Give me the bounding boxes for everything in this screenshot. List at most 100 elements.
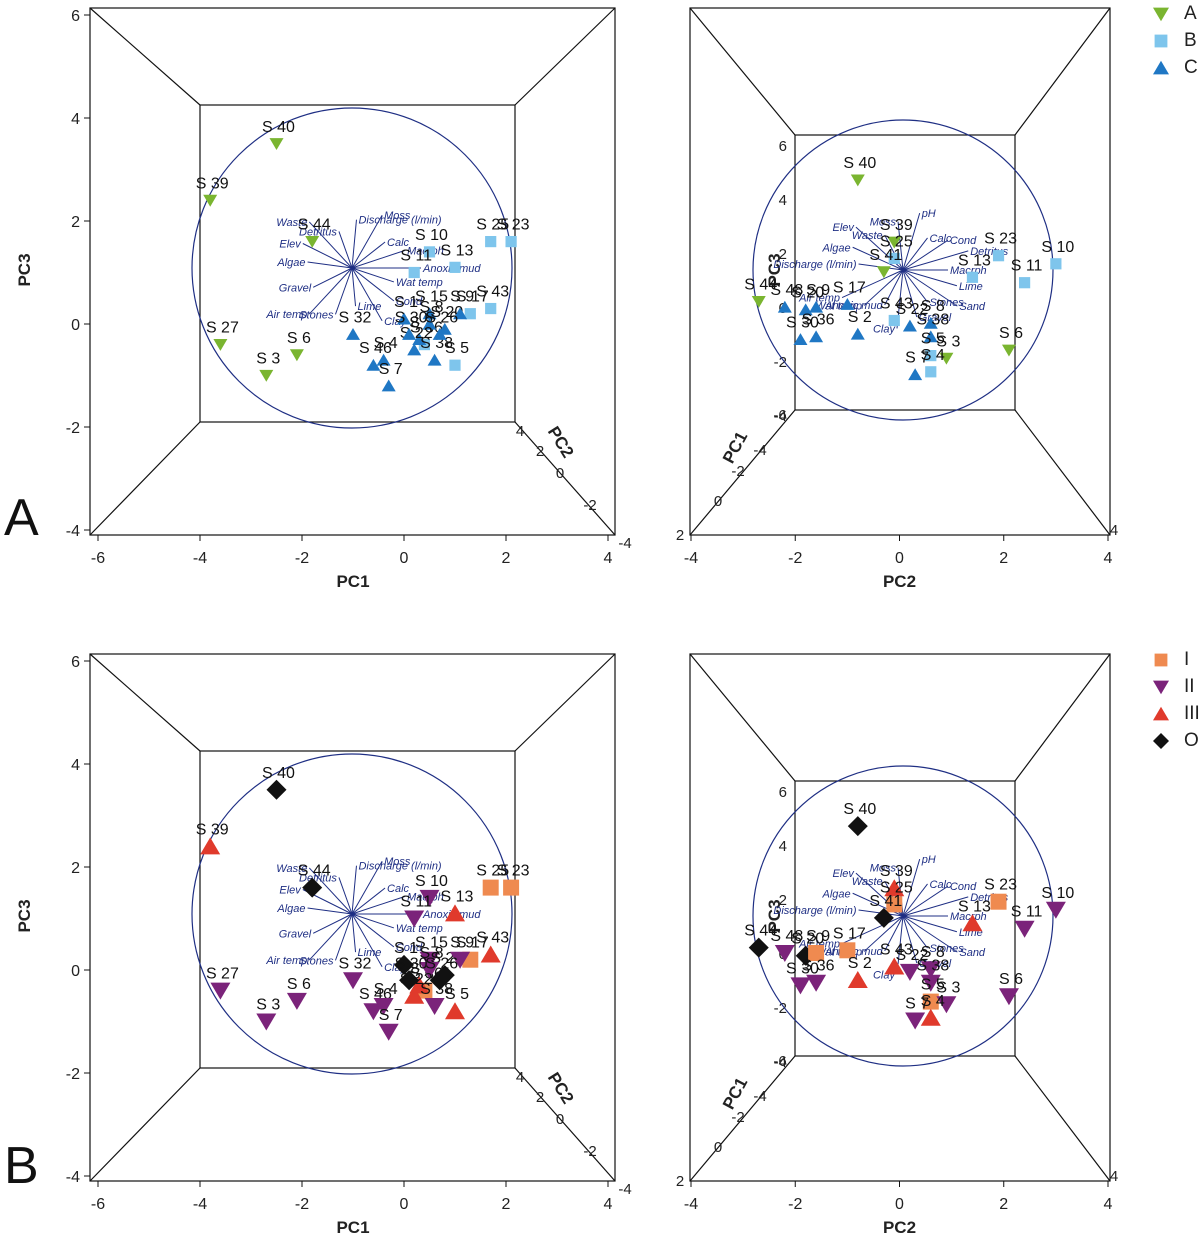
- loading-vector: [902, 915, 928, 949]
- point-label: S 17: [456, 289, 489, 306]
- point-label: S 13: [441, 888, 474, 905]
- depth-tick-label: 2: [676, 527, 684, 544]
- data-point: [286, 992, 307, 1010]
- x-tick-label: -2: [295, 1196, 309, 1213]
- data-point: [939, 352, 954, 365]
- point-label: S 17: [833, 279, 866, 296]
- point-label: S 7: [379, 361, 403, 378]
- data-point: [485, 302, 497, 315]
- point-label: S 43: [880, 942, 913, 959]
- point-label: S 30: [786, 314, 819, 331]
- loading-vector: [863, 915, 904, 952]
- x-tick-label: 2: [999, 1196, 1008, 1213]
- x-tick-label: 2: [502, 550, 511, 567]
- data-point: [434, 965, 455, 986]
- point-label: S 5: [445, 986, 469, 1003]
- data-point: [850, 327, 865, 340]
- y-tick-label: -4: [774, 1054, 787, 1071]
- data-point: [445, 904, 465, 922]
- legend-symbol: [1153, 7, 1169, 21]
- legend-symbol: [1153, 706, 1169, 720]
- data-point: [422, 307, 437, 320]
- point-label: S 7: [905, 996, 929, 1013]
- depth-tick-label: 4: [516, 1069, 524, 1086]
- y-tick-label: -2: [774, 354, 787, 371]
- data-point: [920, 1008, 941, 1026]
- loading-vector: [351, 267, 383, 322]
- point-label: S 27: [206, 966, 239, 983]
- legend-label: C: [1184, 56, 1198, 78]
- legend-item: O: [1150, 727, 1200, 754]
- x-tick-label: -2: [788, 550, 802, 567]
- data-point: [774, 945, 795, 962]
- depth-tick-label: -6: [773, 1053, 786, 1070]
- x-axis-label: PC1: [336, 1218, 369, 1237]
- point-label: S 10: [1041, 239, 1074, 256]
- y-tick-label: -4: [66, 1169, 80, 1186]
- loading-vector: [308, 221, 353, 269]
- legend-marker: [1153, 732, 1169, 749]
- loading-vector: [334, 913, 353, 961]
- depth-axis-label: PC2: [544, 1069, 578, 1107]
- y-tick-label: 4: [779, 192, 787, 209]
- correlation-circle: [752, 765, 1054, 1067]
- point-label: S 6: [287, 976, 311, 993]
- loading-label: Waste: [276, 863, 307, 875]
- loading-vector: [852, 246, 904, 271]
- depth-tick-label: 0: [714, 493, 722, 510]
- loading-label: Calc: [387, 237, 410, 249]
- loading-vector: [902, 250, 969, 271]
- data-point: [899, 963, 920, 981]
- data-point: [408, 266, 420, 279]
- point-label: S 36: [802, 312, 835, 329]
- loading-label: Algae: [822, 888, 851, 900]
- box-edge: [514, 1067, 616, 1182]
- legend-iv: I II III O: [1150, 646, 1200, 754]
- loading-label: Cond: [396, 296, 423, 308]
- depth-tick-label: -4: [753, 442, 766, 459]
- data-point: [992, 250, 1005, 262]
- loading-vector: [351, 887, 386, 915]
- point-label: S 9: [450, 289, 474, 306]
- x-tick-label: -2: [295, 550, 309, 567]
- data-point: [378, 1023, 399, 1041]
- y-tick-label: 2: [779, 892, 787, 909]
- loading-label: Stones: [930, 297, 965, 309]
- outer-box: [89, 653, 616, 1182]
- data-point: [419, 889, 440, 907]
- legend-symbol: [1153, 60, 1169, 74]
- loading-vector: [351, 214, 383, 269]
- legend-marker: [1153, 7, 1169, 21]
- x-tick-label: 0: [400, 550, 409, 567]
- point-label: S 25: [880, 233, 913, 250]
- loading-label: Lime: [959, 281, 983, 293]
- loading-label: Lime: [358, 947, 382, 959]
- depth-tick-label: 2: [536, 1089, 544, 1106]
- data-point: [908, 368, 923, 381]
- loading-vector: [902, 269, 958, 287]
- point-label: S 13: [958, 898, 991, 915]
- data-point: [1050, 258, 1062, 270]
- legend-symbol: [1154, 653, 1168, 666]
- point-label: S 8: [419, 945, 443, 962]
- loading-vector: [884, 915, 904, 952]
- legend-marker: [1153, 706, 1169, 720]
- point-label: S 5: [921, 331, 945, 348]
- loading-vector: [312, 913, 353, 934]
- point-label: S 23: [497, 217, 530, 234]
- point-label: S 38: [420, 981, 453, 998]
- loading-label: Stones: [299, 955, 334, 967]
- data-point: [998, 988, 1019, 1006]
- point-label: S 23: [984, 877, 1017, 894]
- y-tick-label: 0: [71, 963, 80, 980]
- loading-vector: [308, 913, 353, 961]
- loading-vector: [902, 239, 949, 271]
- depth-tick-label: -2: [731, 1109, 744, 1126]
- point-label: S 9: [450, 935, 474, 952]
- legend-label: A: [1184, 2, 1197, 24]
- point-label: S 36: [802, 958, 835, 975]
- point-label: S 15: [415, 289, 448, 306]
- legend-item: C: [1150, 54, 1198, 81]
- y-tick-label: -4: [66, 523, 80, 540]
- loading-vector: [334, 267, 353, 315]
